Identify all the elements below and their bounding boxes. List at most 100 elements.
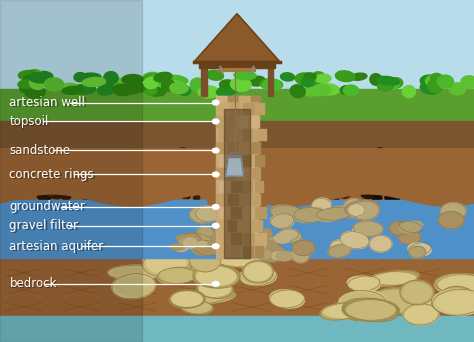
- Bar: [243, 103, 255, 115]
- Bar: [228, 96, 239, 102]
- Circle shape: [277, 169, 283, 173]
- Text: gravel filter: gravel filter: [11, 220, 80, 233]
- Circle shape: [371, 181, 384, 190]
- Ellipse shape: [291, 247, 310, 263]
- Circle shape: [131, 156, 139, 162]
- Ellipse shape: [197, 279, 233, 299]
- Ellipse shape: [258, 251, 272, 259]
- Text: gravel filter: gravel filter: [9, 219, 79, 232]
- Circle shape: [445, 162, 452, 167]
- Ellipse shape: [82, 78, 106, 87]
- Ellipse shape: [209, 241, 227, 246]
- Ellipse shape: [400, 280, 434, 305]
- Circle shape: [419, 153, 432, 162]
- Bar: [243, 129, 253, 141]
- Ellipse shape: [317, 84, 339, 95]
- Circle shape: [70, 152, 84, 161]
- Circle shape: [324, 170, 332, 176]
- Ellipse shape: [44, 78, 64, 91]
- Ellipse shape: [256, 249, 271, 260]
- Ellipse shape: [343, 85, 358, 95]
- Circle shape: [190, 161, 200, 169]
- Ellipse shape: [431, 293, 464, 313]
- Ellipse shape: [65, 86, 80, 96]
- Bar: [0, 149, 474, 219]
- Circle shape: [165, 154, 173, 159]
- Ellipse shape: [328, 245, 351, 258]
- Circle shape: [212, 172, 219, 177]
- Ellipse shape: [421, 294, 460, 311]
- Circle shape: [390, 176, 396, 181]
- Ellipse shape: [346, 301, 395, 319]
- Circle shape: [181, 153, 192, 162]
- Circle shape: [2, 154, 9, 159]
- Circle shape: [19, 163, 34, 174]
- Ellipse shape: [371, 290, 418, 312]
- Circle shape: [425, 196, 435, 203]
- Circle shape: [33, 205, 39, 210]
- Bar: [268, 62, 273, 96]
- Ellipse shape: [312, 198, 331, 214]
- Ellipse shape: [278, 229, 298, 241]
- Ellipse shape: [342, 299, 400, 321]
- Ellipse shape: [175, 245, 188, 251]
- Ellipse shape: [376, 76, 400, 85]
- Ellipse shape: [271, 252, 284, 260]
- Circle shape: [125, 198, 135, 205]
- Circle shape: [439, 157, 445, 161]
- Ellipse shape: [197, 226, 214, 240]
- Ellipse shape: [403, 304, 439, 325]
- Ellipse shape: [62, 87, 84, 94]
- Ellipse shape: [269, 237, 278, 244]
- Ellipse shape: [144, 74, 161, 83]
- Ellipse shape: [399, 230, 421, 245]
- Ellipse shape: [240, 267, 277, 286]
- Circle shape: [418, 202, 428, 210]
- Ellipse shape: [112, 274, 155, 299]
- Ellipse shape: [217, 88, 233, 96]
- Bar: [231, 181, 243, 193]
- Ellipse shape: [343, 199, 364, 213]
- Circle shape: [172, 205, 185, 215]
- Circle shape: [178, 168, 187, 174]
- Circle shape: [126, 149, 140, 159]
- Circle shape: [73, 177, 83, 184]
- Bar: [219, 155, 231, 167]
- Circle shape: [330, 200, 345, 211]
- Text: artesian aquifer: artesian aquifer: [9, 240, 104, 253]
- Circle shape: [457, 194, 466, 200]
- Circle shape: [285, 159, 293, 164]
- Bar: [216, 194, 225, 206]
- Ellipse shape: [243, 269, 274, 284]
- Circle shape: [199, 211, 206, 216]
- Ellipse shape: [420, 81, 442, 94]
- Circle shape: [128, 199, 140, 209]
- Circle shape: [326, 159, 340, 169]
- Bar: [231, 233, 242, 245]
- Bar: [228, 220, 237, 232]
- Ellipse shape: [348, 204, 365, 216]
- Circle shape: [109, 160, 120, 167]
- Ellipse shape: [234, 71, 256, 80]
- Ellipse shape: [190, 207, 215, 223]
- Ellipse shape: [207, 240, 217, 246]
- Circle shape: [160, 169, 172, 178]
- Circle shape: [302, 156, 314, 165]
- Ellipse shape: [74, 73, 86, 82]
- Ellipse shape: [342, 295, 374, 320]
- Circle shape: [42, 169, 48, 173]
- Circle shape: [182, 194, 188, 198]
- Circle shape: [269, 205, 284, 216]
- Circle shape: [102, 168, 114, 176]
- Bar: [216, 220, 228, 232]
- Bar: [0, 255, 474, 318]
- Ellipse shape: [170, 244, 185, 250]
- Circle shape: [377, 154, 391, 164]
- Ellipse shape: [402, 282, 431, 302]
- Ellipse shape: [169, 290, 205, 308]
- Ellipse shape: [270, 214, 294, 228]
- Circle shape: [212, 205, 219, 209]
- Circle shape: [44, 153, 54, 161]
- Bar: [239, 194, 249, 206]
- Ellipse shape: [389, 222, 409, 235]
